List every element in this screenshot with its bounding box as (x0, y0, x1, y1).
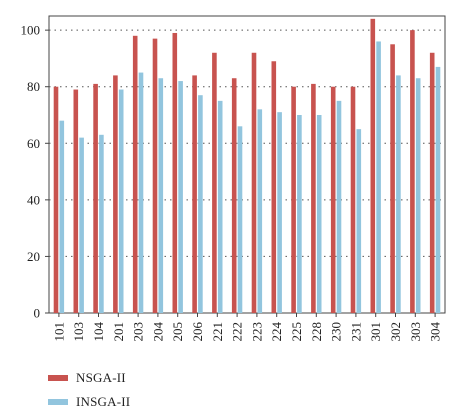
bar-nsga-ii-201 (113, 75, 118, 314)
legend-item-insga-ii: INSGA-II (48, 390, 130, 414)
x-tick-label-205: 205 (170, 322, 185, 342)
x-tick-label-230: 230 (329, 322, 344, 342)
x-tick-label-104: 104 (91, 322, 106, 342)
bar-insga-ii-304 (435, 66, 441, 313)
legend-swatch-insga-ii (48, 399, 68, 405)
bar-nsga-ii-225 (291, 86, 296, 314)
y-tick-label-40: 40 (27, 192, 40, 207)
bar-nsga-ii-103 (73, 89, 79, 313)
y-tick-label-0: 0 (34, 306, 41, 321)
y-tick-label-60: 60 (27, 136, 40, 151)
bar-insga-ii-104 (99, 134, 104, 313)
legend-label-nsga-ii: NSGA-II (76, 370, 126, 385)
bar-insga-ii-224 (277, 112, 282, 313)
x-tick-label-302: 302 (388, 322, 403, 342)
bar-nsga-ii-230 (330, 86, 336, 314)
x-tick-label-222: 222 (230, 322, 245, 342)
bar-insga-ii-201 (118, 89, 124, 313)
bar-nsga-ii-301 (370, 18, 376, 314)
x-tick-label-223: 223 (249, 322, 264, 342)
bar-insga-ii-231 (356, 129, 362, 313)
bar-insga-ii-222 (237, 126, 243, 313)
bar-nsga-ii-206 (192, 75, 197, 314)
bar-nsga-ii-231 (350, 86, 356, 314)
bar-insga-ii-303 (415, 78, 421, 313)
x-tick-label-228: 228 (309, 322, 324, 342)
legend-swatch-nsga-ii (48, 375, 68, 381)
bar-insga-ii-103 (79, 137, 84, 313)
bar-nsga-ii-205 (172, 32, 178, 313)
x-tick-label-231: 231 (348, 322, 363, 342)
bar-insga-ii-230 (336, 100, 342, 313)
plot-frame (48, 15, 446, 314)
x-tick-label-225: 225 (289, 322, 304, 342)
bar-nsga-ii-204 (152, 38, 158, 313)
y-tick-label-100: 100 (21, 23, 41, 38)
bar-insga-ii-225 (297, 115, 302, 313)
legend-item-nsga-ii: NSGA-II (48, 366, 130, 390)
bar-insga-ii-203 (138, 72, 144, 313)
x-axis-ticks: 101 103 104 201 203 204 205 206 221 222 223 224 225 2… (51, 313, 443, 342)
bar-nsga-ii-221 (212, 52, 217, 314)
x-tick-label-201: 201 (111, 322, 126, 342)
bar-insga-ii-301 (376, 41, 381, 314)
bar-nsga-ii-101 (53, 86, 59, 314)
x-tick-label-301: 301 (368, 322, 383, 342)
bars (53, 18, 441, 314)
bar-chart: 0 20 40 60 80 100 101 103 104 201 203 204 205 206 221… (21, 15, 446, 342)
bar-nsga-ii-104 (93, 83, 98, 313)
bar-insga-ii-221 (217, 100, 223, 313)
bar-nsga-ii-304 (429, 52, 435, 314)
bar-insga-ii-206 (198, 95, 203, 313)
y-tick-label-20: 20 (27, 249, 40, 264)
x-tick-label-203: 203 (131, 322, 146, 342)
bar-nsga-ii-224 (271, 61, 277, 314)
bar-nsga-ii-203 (132, 35, 138, 314)
x-tick-label-224: 224 (269, 322, 284, 342)
x-tick-label-101: 101 (51, 322, 66, 342)
x-tick-label-304: 304 (428, 322, 443, 342)
y-tick-label-80: 80 (27, 79, 40, 94)
x-tick-label-221: 221 (210, 322, 225, 342)
bar-nsga-ii-303 (410, 30, 415, 313)
legend-label-insga-ii: INSGA-II (76, 394, 131, 409)
bar-nsga-ii-222 (231, 78, 237, 313)
x-tick-label-103: 103 (71, 322, 86, 342)
bar-insga-ii-205 (178, 81, 183, 313)
y-axis-ticks: 0 20 40 60 80 100 (21, 23, 49, 321)
bar-insga-ii-223 (257, 109, 263, 313)
bar-insga-ii-302 (396, 75, 401, 314)
legend: NSGA-II INSGA-II (48, 366, 130, 414)
bar-nsga-ii-223 (251, 52, 257, 314)
x-tick-label-204: 204 (150, 322, 165, 342)
x-tick-label-206: 206 (190, 322, 205, 342)
bar-nsga-ii-302 (390, 44, 395, 313)
bar-insga-ii-101 (59, 120, 65, 313)
bar-insga-ii-228 (316, 115, 322, 313)
grid-lines (49, 29, 445, 257)
x-tick-label-303: 303 (408, 322, 423, 342)
bar-insga-ii-204 (158, 78, 164, 313)
bar-nsga-ii-228 (311, 83, 316, 313)
